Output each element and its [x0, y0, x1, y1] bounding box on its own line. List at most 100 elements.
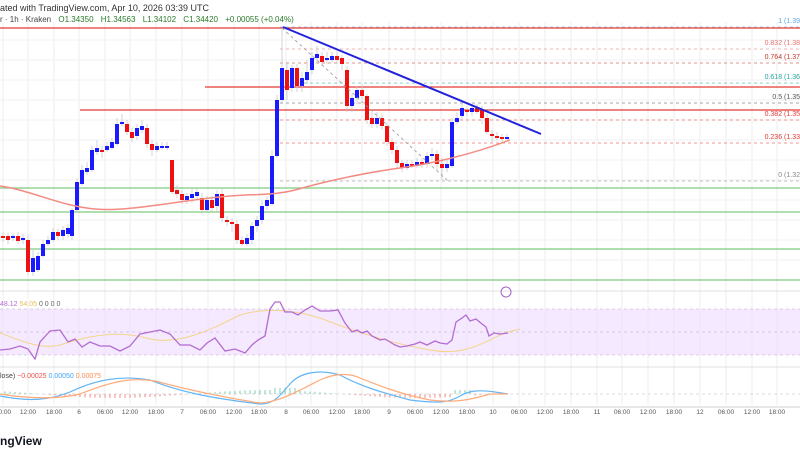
time-tick: 12:00	[743, 409, 761, 416]
candle-up	[245, 238, 249, 244]
candle-up	[460, 108, 464, 116]
candle-down	[475, 108, 479, 112]
time-tick: 12:00	[121, 409, 139, 416]
candle-down	[145, 128, 149, 144]
candle-down	[200, 198, 204, 210]
candle-down	[335, 56, 339, 60]
ohlc-legend: r · 1h · Kraken O1.34350 H1.34563 L1.341…	[0, 15, 299, 24]
macd-legend: lose) −0.00025 0.00050 0.00075	[0, 373, 101, 380]
candle-up	[110, 142, 114, 148]
candle-up	[90, 150, 94, 170]
candle-up	[190, 194, 194, 198]
candle-up	[355, 90, 359, 98]
candle-up	[375, 118, 379, 124]
time-tick: 18:00	[45, 409, 63, 416]
candle-down	[100, 150, 104, 152]
symbol-label: r · 1h · Kraken	[0, 15, 52, 24]
fib-label: 0.236 (1.33	[764, 134, 800, 141]
macd-value: 0.00050	[48, 373, 74, 380]
rsi-ma-line	[0, 309, 521, 353]
candle-down	[320, 56, 324, 62]
macd-signal-value: 0.00075	[75, 373, 102, 380]
candle-up	[155, 146, 159, 150]
time-tick: 9	[387, 409, 391, 416]
candle-up	[310, 58, 314, 70]
candle-up	[46, 240, 50, 244]
time-tick: 11	[593, 409, 601, 416]
candle-up	[290, 68, 294, 88]
high-value: H1.34563	[100, 15, 136, 24]
candle-up	[115, 124, 119, 144]
candle-up	[415, 162, 419, 166]
candle-up	[70, 210, 74, 236]
candle-up	[470, 108, 474, 112]
candle-down	[1, 236, 5, 238]
macd-hist-value: −0.00025	[17, 373, 47, 380]
rsi-extra: 0 0 0 0	[38, 301, 61, 308]
time-tick: 12	[696, 409, 704, 416]
candle-down	[485, 118, 489, 132]
candle-down	[225, 220, 229, 222]
candle-up	[280, 68, 284, 100]
time-tick: 12:00	[19, 409, 37, 416]
candle-up	[185, 196, 189, 200]
time-tick: 06:00	[406, 409, 424, 416]
candle-down	[130, 132, 134, 138]
fib-label: 0.618 (1.36	[764, 74, 800, 81]
candle-up	[265, 200, 269, 206]
candle-down	[360, 90, 364, 96]
candle-down	[125, 124, 129, 132]
open-value: O1.34350	[58, 15, 94, 24]
time-tick: 12:00	[328, 409, 346, 416]
time-tick: 8	[284, 409, 288, 416]
time-tick: 18:00	[458, 409, 476, 416]
candle-down	[150, 144, 154, 150]
candle-down	[235, 224, 239, 240]
time-tick: 18:00	[250, 409, 268, 416]
candle-down	[16, 236, 20, 241]
time-tick: 6	[77, 409, 81, 416]
time-tick: 06:00	[717, 409, 735, 416]
candle-down	[210, 200, 214, 208]
candle-up	[275, 100, 279, 156]
time-tick: 06:00	[613, 409, 631, 416]
candle-up	[455, 118, 459, 122]
candle-down	[465, 110, 469, 112]
candle-up	[36, 256, 40, 270]
candle-up	[430, 154, 434, 156]
candle-down	[26, 240, 30, 272]
candle-up	[300, 78, 304, 86]
time-tick: 18:00	[147, 409, 165, 416]
macd-line	[0, 371, 509, 405]
time-tick: 12:00	[432, 409, 450, 416]
tradingview-logo: ngView	[0, 434, 42, 448]
candle-up	[330, 56, 334, 60]
candle-up	[450, 122, 454, 166]
replay-icon	[500, 286, 512, 298]
candle-up	[51, 232, 55, 240]
candle-up	[95, 148, 99, 152]
candle-down	[390, 142, 394, 150]
time-tick: 06:00	[96, 409, 114, 416]
candle-up	[205, 200, 209, 210]
candle-up	[215, 194, 219, 206]
fib-anchor-line	[281, 27, 449, 182]
candle-up	[165, 146, 169, 148]
time-tick: 12:00	[225, 409, 243, 416]
time-tick: 00:00	[0, 409, 12, 416]
time-tick: 18:00	[665, 409, 683, 416]
fib-label: 0 (1.32	[778, 172, 800, 179]
time-tick: 06:00	[510, 409, 528, 416]
candle-down	[480, 110, 484, 118]
time-tick: 12:00	[536, 409, 554, 416]
candle-down	[175, 190, 179, 194]
candle-down	[420, 162, 424, 164]
candle-down	[410, 164, 414, 166]
candle-up	[270, 156, 274, 204]
candle-up	[350, 98, 354, 106]
candle-up	[31, 258, 35, 272]
candle-up	[21, 238, 25, 240]
bearish-trend-line	[282, 26, 542, 135]
candle-down	[180, 194, 184, 200]
